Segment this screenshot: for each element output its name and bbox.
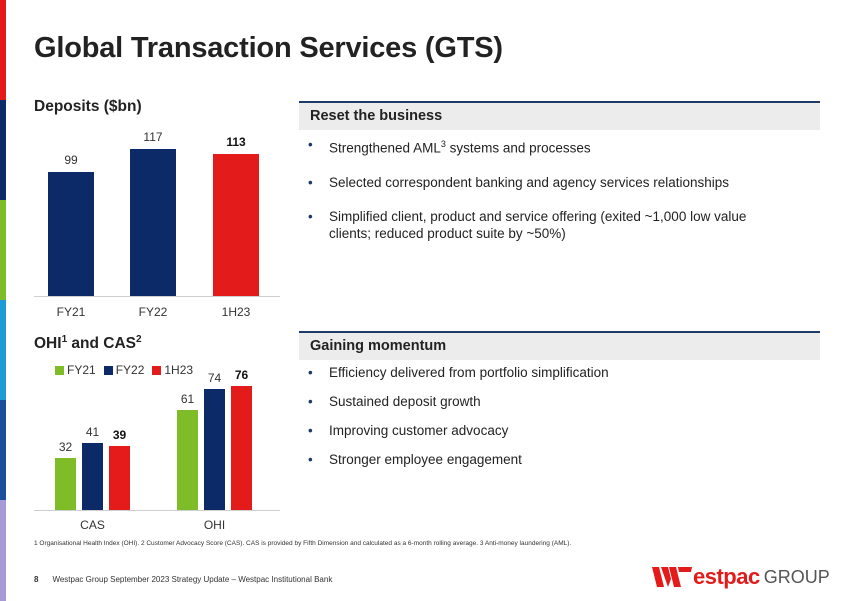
legend-swatch bbox=[152, 365, 162, 375]
deposits-chart-heading: Deposits ($bn) bbox=[34, 98, 142, 115]
footnote: 1 Organisational Health Index (OHI). 2 C… bbox=[34, 540, 572, 547]
category-label: FY22 bbox=[138, 305, 168, 319]
bar-value-label: 117 bbox=[143, 130, 163, 144]
reset-business-header: Reset the business bbox=[299, 101, 820, 130]
ohi-cas-legend: FY21 FY22 1H23 bbox=[55, 363, 193, 377]
bar-value-label: 32 bbox=[58, 439, 73, 454]
bar-value-label: 61 bbox=[180, 392, 195, 407]
page-number: 8 bbox=[34, 575, 39, 584]
bar-value-label: 74 bbox=[207, 371, 222, 386]
list-item: Efficiency delivered from portfolio simp… bbox=[306, 364, 786, 381]
bar-value-label: 99 bbox=[64, 152, 78, 167]
deposits-bar bbox=[130, 149, 176, 296]
ohi-cas-bar bbox=[204, 389, 225, 510]
category-label: 1H23 bbox=[221, 305, 251, 319]
ohi-axis-line bbox=[34, 510, 280, 511]
deposits-bar bbox=[213, 154, 259, 296]
list-item: Stronger employee engagement bbox=[306, 451, 786, 468]
footer-text: Westpac Group September 2023 Strategy Up… bbox=[52, 575, 333, 584]
ohi-cas-bar bbox=[55, 457, 76, 510]
legend-item-fy21: FY21 bbox=[55, 363, 96, 377]
legend-item-fy22: FY22 bbox=[103, 363, 144, 377]
list-item: Sustained deposit growth bbox=[306, 393, 786, 410]
deposits-bar bbox=[48, 171, 94, 296]
ohi-cas-bar bbox=[231, 386, 252, 510]
ohi-cas-bar bbox=[177, 410, 198, 510]
brand-color-stripe bbox=[0, 0, 6, 601]
westpac-logo: estpac GROUP bbox=[652, 564, 830, 590]
bar-value-label: 113 bbox=[226, 135, 246, 150]
page-title: Global Transaction Services (GTS) bbox=[34, 32, 503, 64]
gaining-momentum-header: Gaining momentum bbox=[299, 331, 820, 360]
legend-swatch bbox=[55, 365, 64, 375]
westpac-w-icon bbox=[652, 567, 692, 587]
list-item: Improving customer advocacy bbox=[306, 422, 786, 439]
deposits-axis-line bbox=[34, 296, 280, 297]
legend-swatch bbox=[103, 365, 113, 375]
reset-business-list: Strengthened AML3 systems and processes … bbox=[306, 136, 786, 242]
category-label: OHI bbox=[203, 518, 226, 532]
category-label: FY21 bbox=[56, 305, 86, 319]
bar-value-label: 76 bbox=[234, 368, 249, 382]
legend-item-1h23: 1H23 bbox=[152, 363, 193, 377]
gaining-momentum-list: Efficiency delivered from portfolio simp… bbox=[306, 364, 786, 468]
ohi-cas-bar bbox=[82, 443, 103, 510]
logo-word: estpac bbox=[693, 564, 760, 589]
category-label: CAS bbox=[80, 518, 105, 532]
logo-group: GROUP bbox=[763, 566, 830, 587]
list-item: Strengthened AML3 systems and processes bbox=[306, 136, 786, 157]
list-item: Simplified client, product and service o… bbox=[306, 208, 786, 242]
ohi-cas-chart-heading: OHI1 and CAS2 bbox=[34, 334, 142, 353]
bar-value-label: 39 bbox=[112, 428, 127, 443]
bar-value-label: 41 bbox=[85, 425, 100, 440]
footer: 8 Westpac Group September 2023 Strategy U… bbox=[34, 575, 332, 584]
list-item: Selected correspondent banking and agenc… bbox=[306, 174, 786, 191]
ohi-cas-bar bbox=[109, 446, 130, 510]
